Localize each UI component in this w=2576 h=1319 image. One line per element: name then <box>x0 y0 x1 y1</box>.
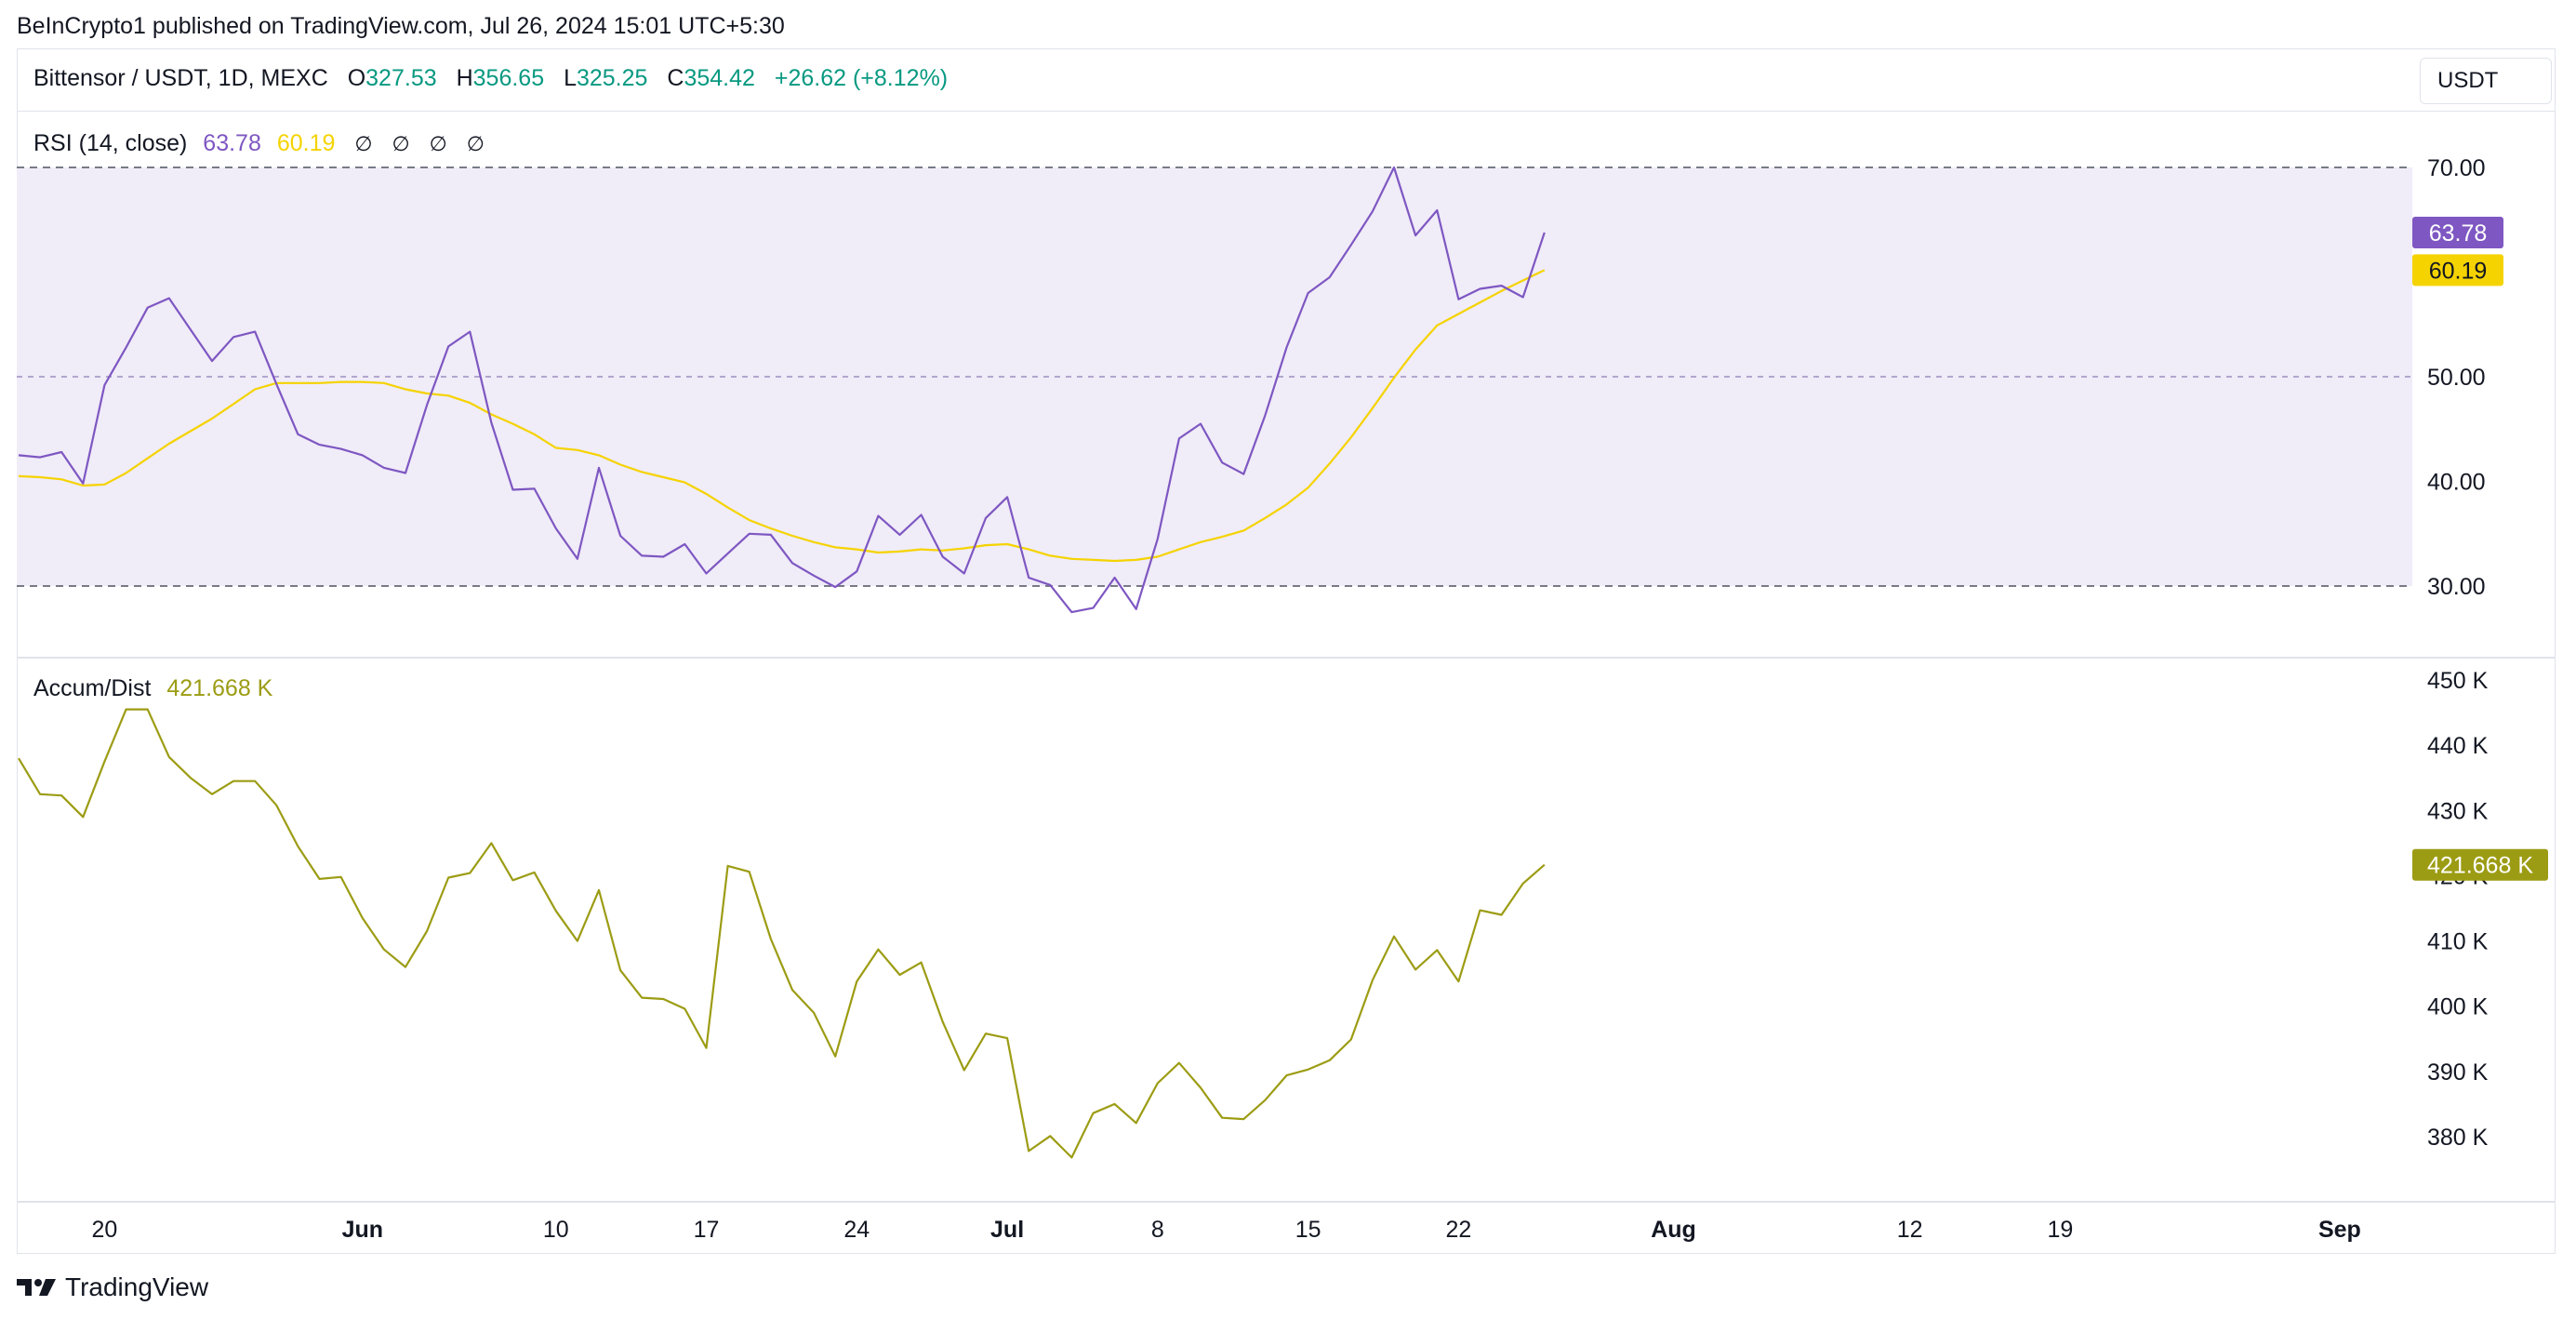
rsi-last-value-badge: 63.78 <box>2429 220 2488 246</box>
ad-last-value-badge-bg <box>2412 848 2548 881</box>
rsi-y-tick-label: 70.00 <box>2427 155 2486 181</box>
low-label: L <box>564 65 577 91</box>
ad-line <box>18 708 1546 1159</box>
open-label: O <box>347 65 366 91</box>
ad-y-tick-label: 450 K <box>2427 668 2489 694</box>
chart-frame <box>17 48 2556 1254</box>
x-tick-label: Aug <box>1651 1217 1696 1243</box>
x-tick-label: Jun <box>342 1217 383 1243</box>
ad-legend-value: 421.668 K <box>166 675 273 701</box>
x-tick-label: 15 <box>1295 1217 1321 1243</box>
publish-line: BeInCrypto1 published on TradingView.com… <box>17 13 785 39</box>
ad-y-tick-label: 380 K <box>2427 1125 2489 1151</box>
high-label: H <box>456 65 473 91</box>
ad-legend-name: Accum/Dist <box>33 675 152 701</box>
rsi-ma-line <box>18 269 1546 563</box>
na-value: ∅ <box>466 132 485 155</box>
chart-header <box>17 48 2556 112</box>
close-label: C <box>667 65 684 91</box>
ad-last-value-badge: 421.668 K <box>2427 853 2533 879</box>
ad-y-tick-label: 440 K <box>2427 733 2489 759</box>
rsi-line <box>18 166 1546 614</box>
rsi-legend-name: RSI (14, close) <box>33 130 188 156</box>
high-value: 356.65 <box>472 65 545 91</box>
currency-selector[interactable]: USDT <box>2420 58 2552 104</box>
change-value: +26.62 (+8.12%) <box>774 65 949 91</box>
ad-legend[interactable]: Accum/Dist 421.668 K <box>33 675 272 702</box>
close-value: 354.42 <box>684 65 755 91</box>
rsi-legend[interactable]: RSI (14, close) 63.78 60.19 ∅ ∅ ∅ ∅ <box>33 130 485 157</box>
rsi-y-tick-label: 30.00 <box>2427 574 2486 600</box>
open-value: 327.53 <box>365 65 437 91</box>
tradingview-logo-icon <box>17 1279 56 1296</box>
rsi-last-value-badge-bg <box>2412 216 2503 248</box>
symbol-legend: Bittensor / USDT, 1D, MEXC O327.53 H356.… <box>33 65 948 92</box>
x-tick-label: 12 <box>1897 1217 1923 1243</box>
rsi-ma-legend-value: 60.19 <box>276 130 336 156</box>
symbol-name[interactable]: Bittensor / USDT, 1D, MEXC <box>33 65 328 91</box>
tradingview-brand: TradingView <box>65 1272 209 1301</box>
x-tick-label: 10 <box>543 1217 569 1243</box>
low-value: 325.25 <box>576 65 648 91</box>
x-tick-label: 20 <box>91 1217 117 1243</box>
tradingview-logo[interactable]: TradingView <box>17 1272 208 1302</box>
x-tick-label: 8 <box>1151 1217 1164 1243</box>
x-tick-label: 22 <box>1445 1217 1471 1243</box>
rsi-ma-last-value-badge-bg <box>2412 254 2503 286</box>
ad-y-tick-label: 430 K <box>2427 798 2489 824</box>
rsi-y-tick-label: 40.00 <box>2427 470 2486 496</box>
na-value: ∅ <box>392 132 410 155</box>
rsi-ma-last-value-badge: 60.19 <box>2429 258 2488 284</box>
ad-y-tick-label: 390 K <box>2427 1059 2489 1086</box>
na-value: ∅ <box>354 132 373 155</box>
x-tick-label: 24 <box>843 1217 870 1243</box>
ad-y-tick-label: 410 K <box>2427 929 2489 955</box>
rsi-y-tick-label: 50.00 <box>2427 365 2486 391</box>
x-tick-label: 17 <box>694 1217 720 1243</box>
na-value: ∅ <box>429 132 447 155</box>
x-tick-label: 19 <box>2047 1217 2073 1243</box>
x-tick-label: Sep <box>2318 1217 2361 1243</box>
rsi-legend-value: 63.78 <box>203 130 261 156</box>
ad-y-tick-label: 400 K <box>2427 994 2489 1020</box>
x-tick-label: Jul <box>990 1217 1024 1243</box>
